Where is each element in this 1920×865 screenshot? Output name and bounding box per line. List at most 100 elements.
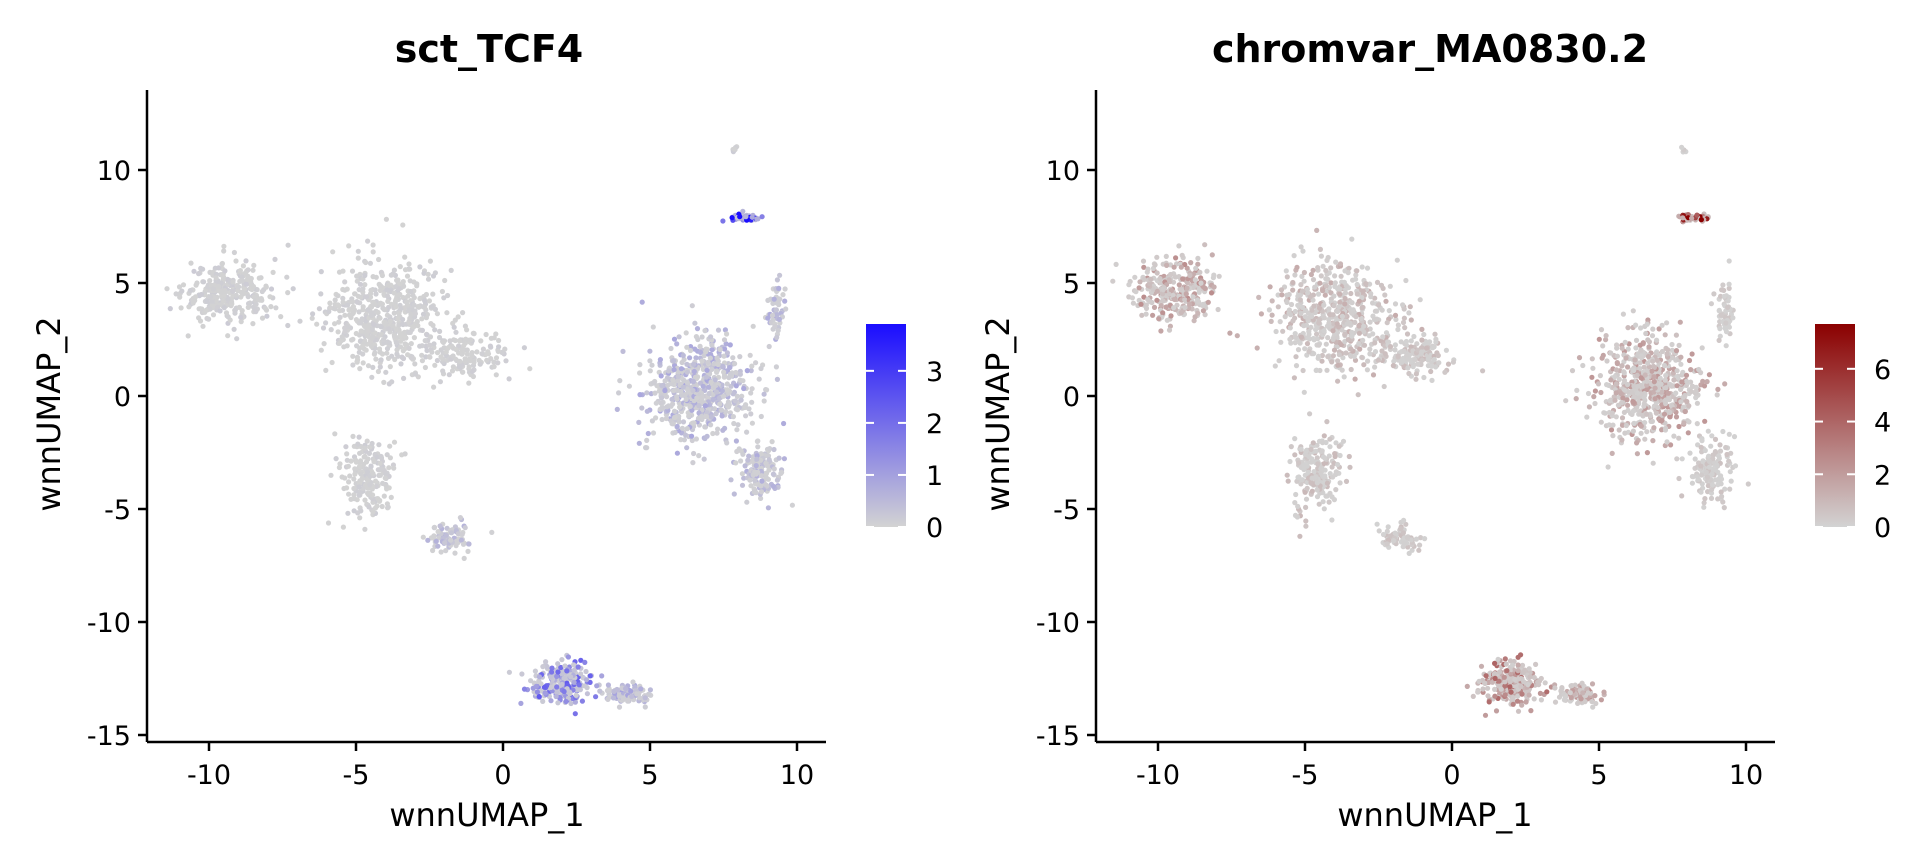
cell-point: [1504, 668, 1510, 674]
cell-point: [1670, 370, 1676, 376]
cell-point: [758, 365, 764, 372]
cell-point: [767, 446, 773, 452]
cell-point: [1266, 307, 1272, 313]
cell-point: [387, 443, 393, 449]
cell-point: [649, 362, 655, 368]
cell-point: [493, 372, 499, 378]
cell-point: [1714, 392, 1720, 398]
cell-point: [216, 283, 222, 290]
cell-point: [684, 344, 690, 350]
cell-point: [1476, 678, 1482, 685]
cell-point: [192, 294, 199, 300]
cell-point: [1443, 347, 1449, 353]
cell-point: [1317, 305, 1323, 311]
cell-point: [690, 388, 696, 394]
cell-point: [496, 337, 502, 344]
cell-point: [1356, 330, 1362, 336]
cell-point: [740, 208, 746, 214]
cell-point: [1430, 345, 1436, 351]
cell-point: [1634, 404, 1640, 410]
cell-point: [1650, 438, 1656, 444]
cell-point: [1147, 280, 1153, 287]
cell-point: [1519, 702, 1525, 708]
cell-point: [1492, 660, 1498, 667]
cell-point: [1705, 489, 1711, 495]
cell-point: [693, 436, 700, 442]
cell-point: [740, 451, 746, 457]
cell-point: [1542, 680, 1548, 686]
cell-point: [1641, 401, 1647, 407]
cell-point: [425, 276, 432, 282]
cell-point: [748, 368, 754, 374]
cell-point: [749, 386, 755, 392]
cell-point: [1706, 453, 1712, 459]
cell-point: [692, 320, 698, 326]
cell-point: [1345, 337, 1351, 343]
cell-point: [1598, 327, 1605, 333]
cell-point: [478, 338, 484, 344]
cell-point: [428, 321, 434, 327]
cell-point: [1349, 329, 1355, 335]
cell-point: [407, 315, 413, 321]
cell-point: [383, 369, 389, 375]
cell-point: [417, 296, 423, 302]
cell-point: [350, 433, 356, 439]
cell-point: [1645, 360, 1651, 366]
cell-point: [396, 310, 402, 316]
cell-point: [1324, 419, 1330, 425]
cell-point: [1290, 287, 1296, 293]
cell-point: [1330, 328, 1336, 334]
cell-point: [391, 310, 397, 316]
cell-point: [733, 369, 739, 376]
cell-point: [187, 288, 193, 294]
cell-point: [378, 357, 384, 363]
cell-point: [357, 366, 363, 372]
cell-point: [1492, 693, 1498, 699]
cell-point: [318, 347, 324, 353]
cell-point: [1301, 278, 1307, 284]
cell-point: [461, 555, 467, 562]
cell-point: [1731, 434, 1738, 440]
cell-point: [724, 387, 730, 393]
cell-point: [778, 470, 784, 476]
cell-point: [297, 318, 303, 324]
cell-point: [684, 361, 690, 367]
cell-point: [1708, 301, 1714, 307]
cell-point: [658, 373, 664, 379]
cell-point: [1722, 486, 1728, 492]
cell-point: [1168, 287, 1174, 294]
cell-point: [1287, 325, 1293, 331]
cell-point: [1676, 342, 1682, 348]
cell-point: [1126, 282, 1132, 288]
cell-point: [1673, 332, 1679, 338]
cell-point: [1688, 367, 1694, 373]
cell-point: [1291, 253, 1297, 259]
cell-point: [1544, 689, 1550, 695]
cell-point: [434, 350, 441, 356]
cell-point: [236, 284, 242, 290]
cell-point: [1699, 438, 1705, 444]
cell-point: [365, 307, 371, 313]
cell-point: [253, 309, 259, 315]
cell-point: [1586, 404, 1592, 410]
cell-point: [1355, 392, 1361, 398]
cell-point: [1613, 367, 1619, 373]
cell-point: [1606, 422, 1612, 428]
cell-point: [213, 298, 219, 304]
cell-point: [694, 395, 700, 401]
cell-point: [406, 329, 412, 335]
cell-point: [318, 269, 324, 275]
cell-point: [734, 427, 740, 433]
cell-point: [1717, 333, 1723, 339]
cell-point: [1622, 387, 1628, 393]
cell-point: [414, 318, 420, 325]
cell-point: [1631, 420, 1637, 426]
cell-point: [1607, 398, 1613, 404]
cell-point: [541, 684, 547, 690]
cell-point: [771, 296, 777, 302]
cell-point: [1400, 530, 1406, 536]
cell-point: [340, 299, 346, 305]
cell-point: [408, 341, 414, 347]
cell-point: [389, 353, 395, 359]
cell-point: [1580, 362, 1586, 369]
